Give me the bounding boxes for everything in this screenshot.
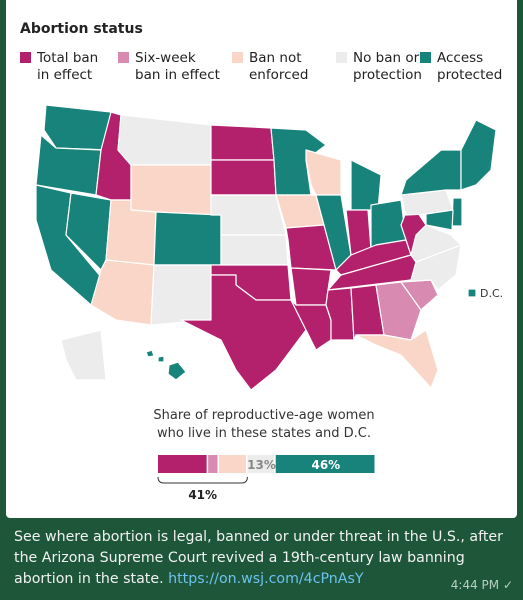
legend-label: Total ban in effect (36, 50, 98, 83)
state (305, 149, 342, 196)
state (290, 267, 332, 306)
state (130, 164, 212, 216)
state (355, 329, 439, 389)
message-link[interactable]: https://on.wsj.com/4cPnAsY (168, 571, 364, 587)
state (400, 149, 462, 196)
state (145, 349, 155, 358)
share-bar: Share of reproductive-age women who live … (153, 408, 374, 502)
us-map (35, 104, 497, 391)
legend-label: Six-week ban in effect (135, 50, 220, 83)
legend-swatch (118, 52, 129, 63)
bar-segment (247, 455, 275, 473)
bar-segment (208, 455, 218, 473)
state (460, 119, 497, 191)
legend: Total ban in effect Six-week ban in effect B… (20, 50, 502, 83)
state (60, 329, 107, 381)
state (467, 288, 477, 298)
state (157, 355, 165, 363)
legend-label: No ban or protection (353, 50, 422, 83)
legend-swatch (336, 52, 347, 63)
message-time: 4:44 PM ✓ (450, 578, 513, 592)
message: See where abortion is legal, banned or u… (14, 527, 509, 590)
bar-segment (158, 455, 207, 473)
state (180, 274, 307, 391)
legend-swatch (20, 52, 31, 63)
bracket-label: 41% (188, 488, 217, 502)
legend-label: Access protected (437, 50, 502, 83)
message-text: See where abortion is legal, banned or u… (14, 529, 503, 587)
state (375, 281, 422, 341)
bar-segment (275, 455, 375, 473)
time: 4:44 PM (450, 578, 500, 592)
state (220, 234, 289, 266)
image-card: Abortion status Total ban in effect Six-we… (6, 0, 517, 518)
chart-title: Share of reproductive-age women who live … (153, 408, 374, 441)
infographic: Abortion status Total ban in effect Six-we… (20, 21, 503, 502)
state (153, 211, 222, 266)
legend-swatch (232, 52, 243, 63)
value-label: 46% (311, 458, 340, 472)
state (167, 361, 187, 381)
state (210, 159, 277, 196)
legend-label: Ban not enforced (249, 50, 308, 83)
state (425, 209, 454, 231)
title: Abortion status (20, 21, 143, 37)
value-label: 13% (247, 458, 276, 472)
state (350, 159, 382, 211)
state (43, 104, 112, 151)
dc-label: D.C. (480, 287, 503, 300)
state (117, 114, 212, 166)
state (210, 124, 275, 161)
state (270, 127, 327, 196)
state (210, 194, 287, 236)
bar-segment (219, 455, 246, 473)
bracket (157, 476, 248, 484)
legend-swatch (420, 52, 431, 63)
state (150, 264, 212, 326)
